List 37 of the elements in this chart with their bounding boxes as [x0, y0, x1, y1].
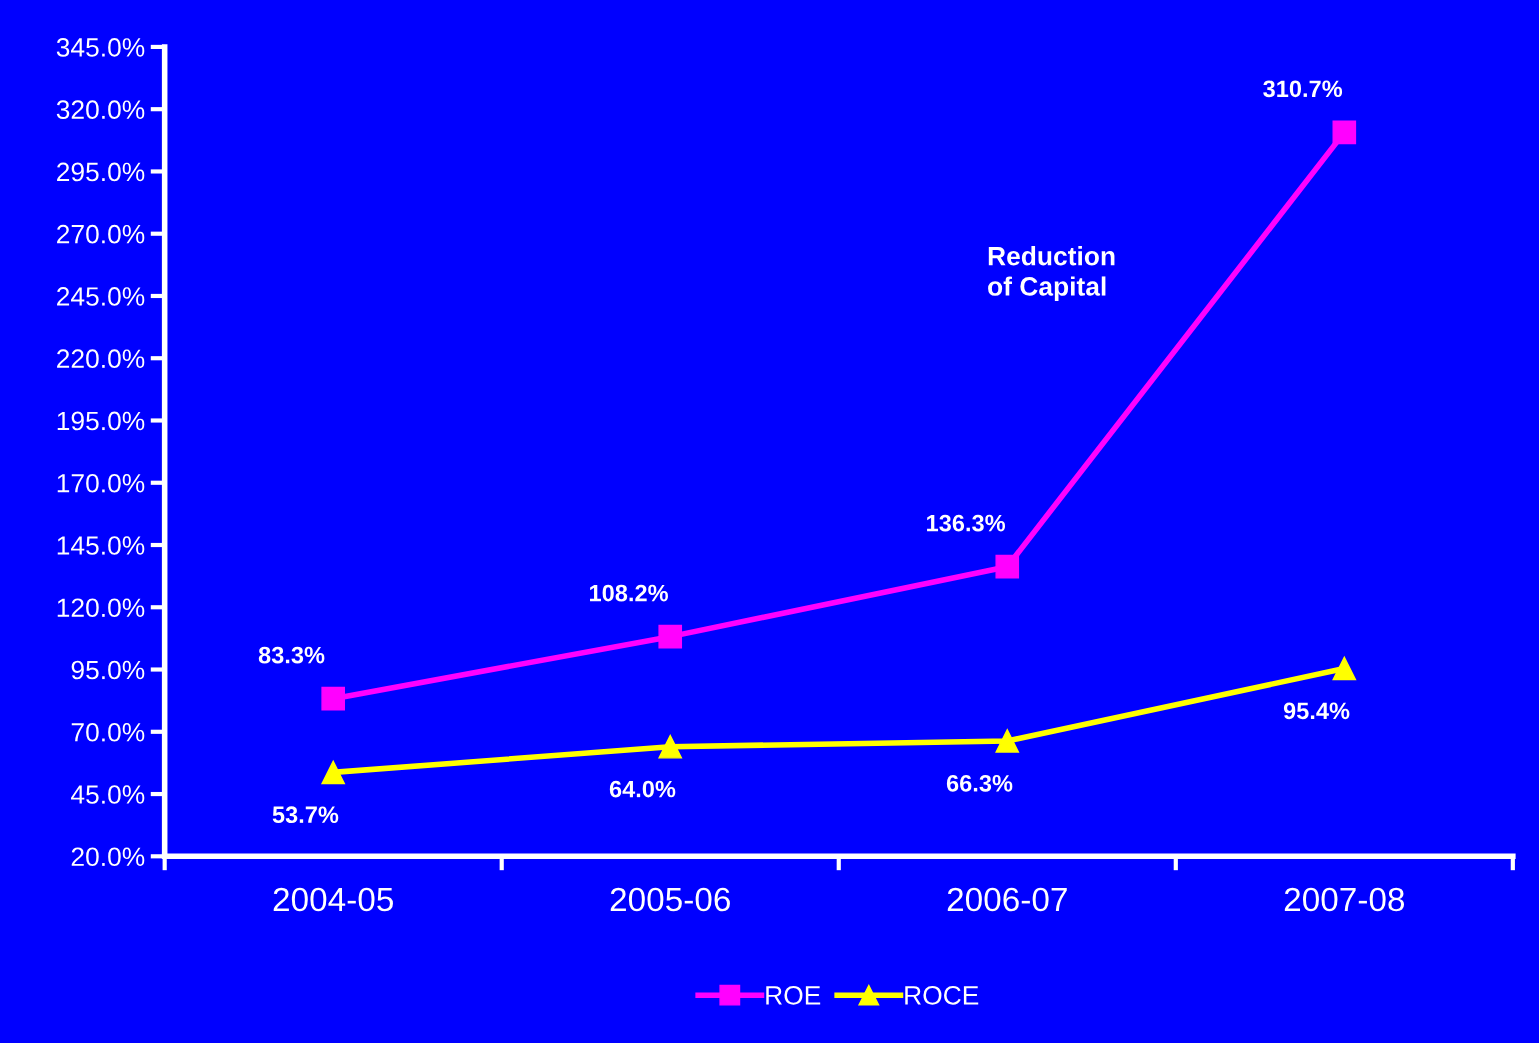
y-tick-label: 145.0%	[57, 536, 145, 555]
data-label: 108.2%	[590, 584, 668, 602]
point	[1332, 656, 1357, 681]
data-label: 95.4%	[1283, 702, 1350, 720]
point	[321, 686, 345, 711]
annotation: Reduction of Capital	[988, 246, 1115, 302]
data-label: 310.7%	[1263, 80, 1343, 98]
y-tick-label: 320.0%	[56, 100, 145, 120]
legend-label: ROCE	[905, 985, 979, 1005]
point	[995, 554, 1020, 579]
data-label: 64.0%	[609, 780, 676, 798]
y-tick-label: 45.0%	[71, 785, 145, 804]
y-tick-label: 170.0%	[57, 473, 145, 493]
point	[321, 760, 345, 785]
y-tick-label: 270.0%	[57, 224, 145, 244]
x-tick-label: 2005-06	[610, 887, 730, 912]
y-tick-label: 120.0%	[57, 598, 145, 618]
y-tick-label: 245.0%	[57, 287, 145, 306]
point	[1332, 120, 1357, 145]
y-tick-label: 295.0%	[57, 162, 145, 182]
y-tick-label: 20.0%	[71, 847, 145, 867]
y-tick-label: 220.0%	[57, 349, 145, 369]
data-label: 66.3%	[946, 774, 1013, 792]
point	[658, 734, 683, 759]
y-tick-label: 345.0%	[56, 38, 145, 57]
point	[995, 729, 1020, 753]
data-label: 53.7%	[272, 806, 339, 824]
legend-label: ROE	[766, 985, 821, 1005]
point	[658, 624, 683, 649]
y-tick-label: 95.0%	[71, 660, 145, 680]
y-tick-label: 70.0%	[71, 722, 145, 742]
x-tick-label: 2007-08	[1284, 887, 1405, 912]
x-tick-label: 2006-07	[947, 887, 1067, 912]
data-label: 83.3%	[258, 646, 325, 664]
y-tick-label: 195.0%	[57, 411, 145, 431]
data-label: 136.3%	[927, 514, 1006, 532]
x-tick-label: 2004-05	[273, 887, 393, 912]
